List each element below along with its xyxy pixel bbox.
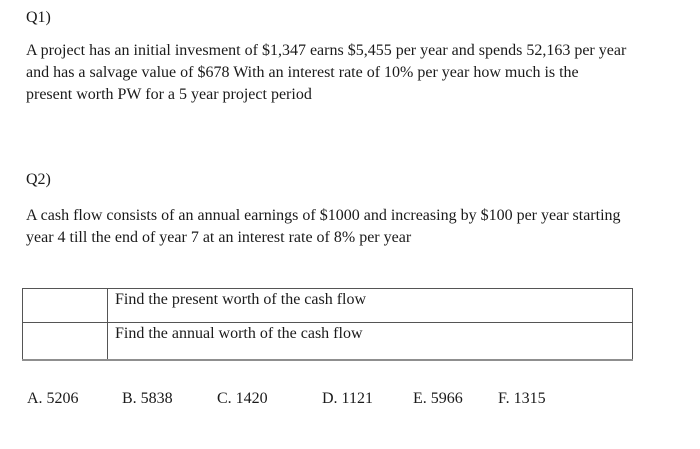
table-row: Find the annual worth of the cash flow (22, 322, 633, 361)
question-1-label: Q1) (26, 9, 51, 26)
option-e[interactable]: E. 5966 (413, 390, 463, 407)
table-row: Find the present worth of the cash flow (22, 288, 633, 323)
text-line: A project has an initial invesment of $1… (26, 42, 627, 59)
task-cell: Find the present worth of the cash flow (107, 288, 633, 323)
text-line: and has a salvage value of $678 With an … (26, 64, 579, 81)
option-b[interactable]: B. 5838 (122, 390, 173, 407)
text-line: present worth PW for a 5 year project pe… (26, 86, 312, 103)
text-line: year 4 till the end of year 7 at an inte… (26, 229, 412, 246)
option-a[interactable]: A. 5206 (27, 390, 79, 407)
answer-cell[interactable] (22, 322, 108, 361)
option-f[interactable]: F. 1315 (498, 390, 546, 407)
task-cell: Find the annual worth of the cash flow (107, 322, 633, 361)
text-line: A cash flow consists of an annual earnin… (26, 207, 621, 224)
option-c[interactable]: C. 1420 (217, 390, 268, 407)
answer-options: A. 5206 B. 5838 C. 1420 D. 1121 E. 5966 … (0, 388, 700, 410)
question-1-text: A project has an initial invesment of $1… (26, 40, 626, 106)
question-2-label: Q2) (26, 171, 51, 188)
question-2-text: A cash flow consists of an annual earnin… (26, 205, 621, 249)
tasks-table: Find the present worth of the cash flow … (22, 288, 633, 361)
option-d[interactable]: D. 1121 (322, 390, 373, 407)
answer-cell[interactable] (22, 288, 108, 323)
